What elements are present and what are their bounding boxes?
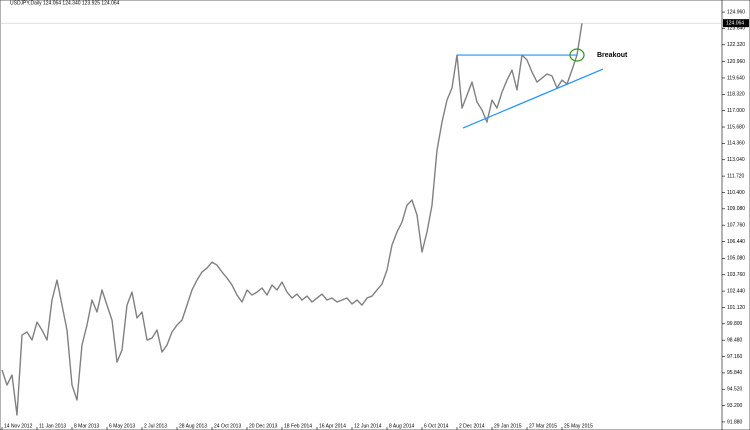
x-tick-label: 27 Mar 2015 (529, 423, 557, 429)
y-tick-label: 113.040 (727, 157, 745, 163)
x-tick-label: 20 Dec 2013 (249, 423, 278, 429)
x-tick-label: 2 Jul 2013 (144, 423, 167, 429)
x-tick-label: 16 Apr 2014 (319, 423, 346, 429)
y-tick-label: 115.680 (727, 124, 745, 130)
current-price-label: 124.064 (726, 20, 744, 26)
breakout-circle (569, 48, 585, 62)
x-tick-label: 8 Mar 2013 (74, 423, 100, 429)
x-tick-label: 29 Jan 2015 (494, 423, 522, 429)
x-tick-label: 14 Nov 2012 (4, 423, 33, 429)
x-tick-label: 28 Aug 2013 (179, 423, 207, 429)
y-tick-label: 117.000 (727, 108, 745, 114)
y-tick-label: 106.440 (727, 239, 745, 245)
y-tick-label: 107.760 (727, 223, 745, 229)
y-tick-label: 94.520 (727, 387, 743, 393)
y-tick-label: 123.640 (727, 26, 745, 32)
current-price-box (723, 19, 749, 28)
trendline (462, 68, 604, 129)
x-tick-label: 18 Feb 2014 (284, 423, 312, 429)
y-tick-label: 97.160 (727, 354, 743, 360)
annotation: Breakout (597, 52, 628, 59)
y-tick-label: 103.760 (727, 272, 745, 278)
y-tick-label: 95.840 (727, 370, 743, 376)
x-tick-label: 8 Aug 2014 (389, 423, 415, 429)
x-tick-label: 6 Oct 2014 (424, 423, 449, 429)
y-tick-label: 105.080 (727, 256, 745, 262)
y-tick-label: 101.120 (727, 305, 745, 311)
y-tick-label: 99.800 (727, 321, 743, 327)
x-tick-label: 12 Jun 2014 (354, 423, 382, 429)
y-tick-label: 93.200 (727, 403, 743, 409)
x-tick-label: 2 Dec 2014 (459, 423, 485, 429)
y-tick-label: 102.440 (727, 288, 745, 294)
x-tick-label: 6 May 2013 (109, 423, 135, 429)
y-tick-label: 119.640 (727, 75, 745, 81)
y-tick-label: 91.880 (727, 419, 743, 425)
y-tick-label: 118.320 (727, 92, 745, 98)
y-tick-label: 120.960 (727, 59, 745, 65)
x-tick-label: 25 May 2015 (564, 423, 593, 429)
y-tick-label: 122.320 (727, 42, 745, 48)
x-tick-label: 24 Oct 2013 (214, 423, 241, 429)
y-tick-label: 109.080 (727, 206, 745, 212)
y-tick-label: 110.400 (727, 190, 745, 196)
y-tick-label: 124.960 (727, 9, 745, 15)
chart-title: USDJPY,Daily 124.064 124.340 123.925 124… (10, 0, 120, 6)
y-tick-label: 98.480 (727, 337, 743, 343)
y-tick-label: 114.360 (727, 141, 745, 147)
y-tick-label: 111.720 (727, 173, 745, 179)
x-tick-label: 11 Jan 2013 (39, 423, 66, 429)
